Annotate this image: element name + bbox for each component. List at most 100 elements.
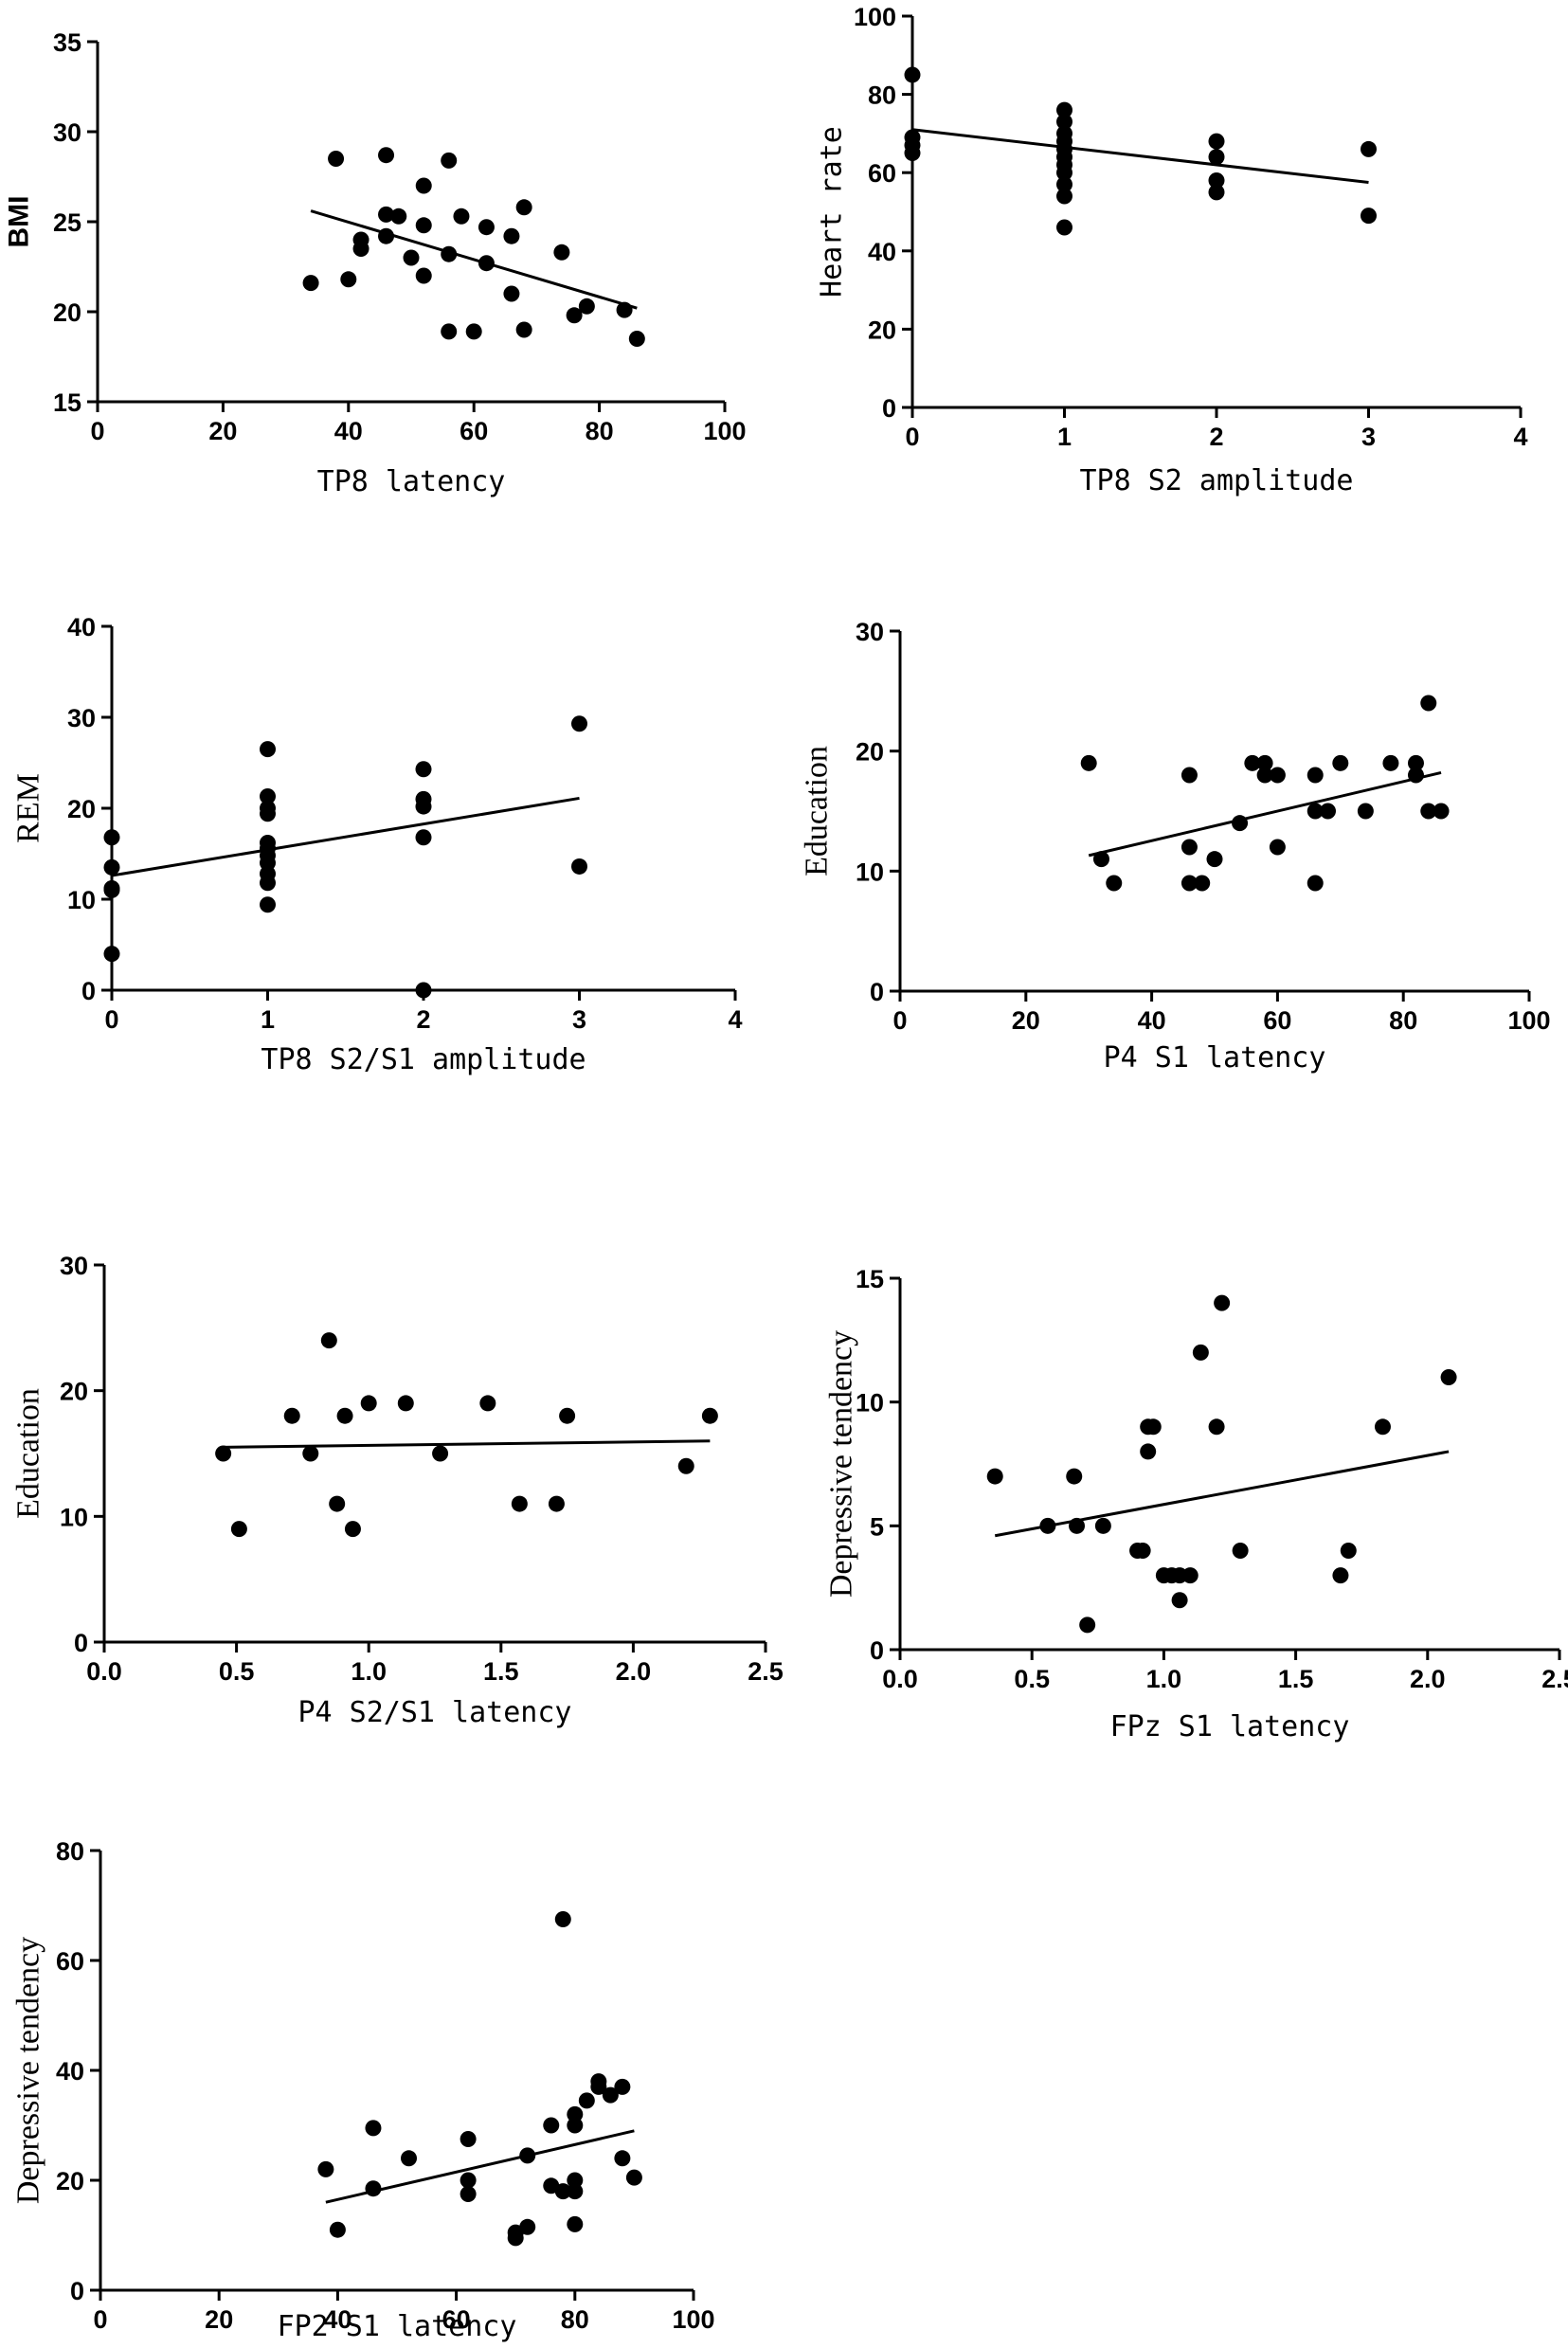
y-tick-label: 20 — [856, 738, 884, 767]
data-point — [1433, 803, 1450, 820]
data-point — [302, 275, 319, 292]
x-tick-label: 1 — [261, 1005, 275, 1034]
data-point — [328, 151, 345, 167]
x-tick-label: 4 — [1513, 423, 1527, 451]
y-tick-label: 20 — [868, 316, 896, 344]
x-tick-label: 80 — [586, 417, 614, 445]
data-point — [1066, 1468, 1083, 1485]
y-axis-title: Depressive tendency — [824, 1330, 859, 1598]
x-tick-label: 2.0 — [616, 1657, 652, 1686]
data-point — [103, 858, 120, 876]
data-point — [1206, 851, 1223, 868]
data-point — [378, 147, 395, 164]
data-point — [365, 2180, 382, 2197]
data-point — [1144, 1418, 1162, 1436]
data-point — [1407, 767, 1424, 784]
x-tick-label: 100 — [1507, 1006, 1550, 1035]
y-axis-title: Education — [800, 746, 835, 876]
x-tick-label: 1.0 — [1146, 1665, 1182, 1693]
data-point — [478, 219, 495, 236]
data-point — [397, 1395, 414, 1412]
data-point — [1194, 875, 1211, 892]
y-tick-label: 40 — [868, 238, 896, 266]
data-point — [103, 881, 120, 898]
y-tick-label: 15 — [856, 1265, 884, 1293]
y-tick-label: 100 — [854, 3, 896, 31]
x-tick-label: 0 — [892, 1006, 907, 1035]
y-tick-label: 0 — [870, 1636, 884, 1665]
data-point — [1171, 1592, 1188, 1609]
data-point — [578, 2092, 595, 2109]
y-axis-title: Education — [11, 1388, 46, 1519]
data-point — [614, 2078, 631, 2095]
data-point — [415, 217, 432, 234]
x-tick-label: 60 — [442, 2305, 471, 2334]
data-point — [1357, 803, 1374, 820]
data-point — [103, 829, 120, 846]
x-tick-label: 4 — [728, 1005, 742, 1034]
data-point — [479, 1395, 496, 1412]
data-point — [415, 761, 432, 778]
data-point — [1307, 767, 1324, 784]
data-point — [260, 741, 276, 758]
data-point — [302, 1445, 319, 1462]
data-point — [415, 798, 432, 815]
y-axis-title: BMI — [4, 196, 35, 248]
x-axis-title: P4 S2/S1 latency — [298, 1696, 572, 1729]
x-tick-label: 2.5 — [748, 1657, 784, 1686]
regression-line — [994, 1450, 1450, 1538]
data-point — [519, 2218, 536, 2235]
y-tick-label: 20 — [60, 1378, 88, 1406]
x-tick-label: 0.5 — [219, 1657, 255, 1686]
x-tick-label: 0 — [90, 417, 104, 445]
data-point — [260, 896, 276, 913]
data-point — [441, 323, 458, 340]
data-point — [260, 805, 276, 822]
y-tick-label: 10 — [856, 1389, 884, 1418]
data-point — [1244, 754, 1261, 771]
x-tick-label: 1.0 — [351, 1657, 387, 1686]
data-point — [1340, 1542, 1357, 1559]
panel-depressive-2: 0 20 40 60 80 100 0 20 40 60 80 FP2 S1 latency Depre… — [11, 1837, 715, 2343]
data-point — [317, 2160, 334, 2177]
data-point — [1181, 767, 1198, 784]
data-point — [390, 208, 407, 225]
data-point — [378, 206, 395, 223]
data-point — [590, 2078, 607, 2095]
data-point — [1208, 172, 1225, 189]
x-tick-label: 60 — [460, 417, 488, 445]
x-tick-label: 40 — [334, 417, 363, 445]
data-point — [401, 2150, 418, 2167]
x-tick-label: 3 — [1361, 423, 1376, 451]
x-tick-label: 0.0 — [882, 1665, 918, 1693]
x-tick-label: 100 — [672, 2305, 714, 2334]
regression-line — [111, 796, 580, 877]
data-point — [336, 1407, 353, 1424]
x-tick-label: 2 — [1209, 423, 1223, 451]
data-point — [602, 2086, 619, 2104]
data-point — [515, 199, 532, 216]
y-axis-title: Depressive tendency — [11, 1937, 46, 2204]
data-point — [1106, 875, 1123, 892]
data-point — [260, 875, 276, 892]
data-point — [543, 2117, 560, 2134]
data-point — [519, 2147, 536, 2164]
data-point — [1269, 767, 1286, 784]
data-point — [465, 323, 482, 340]
data-point — [230, 1521, 247, 1538]
data-point — [1332, 1567, 1349, 1584]
data-point — [340, 271, 357, 288]
data-point — [701, 1407, 718, 1424]
data-point — [283, 1407, 300, 1424]
data-point — [559, 1407, 576, 1424]
data-point — [1214, 1294, 1231, 1311]
data-point — [378, 227, 395, 244]
data-point — [432, 1445, 449, 1462]
data-point — [215, 1445, 232, 1462]
regression-line — [310, 209, 638, 310]
data-point — [1079, 1617, 1096, 1634]
data-point — [1232, 815, 1249, 832]
y-tick-label: 30 — [856, 618, 884, 646]
data-point — [1056, 114, 1072, 131]
